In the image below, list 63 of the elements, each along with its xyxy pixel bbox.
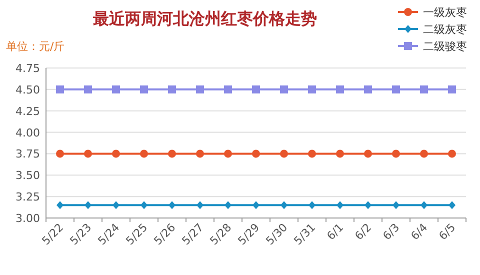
point	[336, 150, 344, 158]
y-tick-label: 3.00	[16, 212, 40, 225]
y-tick-label: 3.50	[16, 169, 40, 182]
point	[168, 201, 176, 210]
y-tick-label: 4.50	[16, 83, 40, 96]
point	[364, 201, 372, 210]
point	[140, 85, 148, 94]
legend-label: 二级灰枣	[423, 23, 467, 36]
point	[252, 150, 260, 158]
point	[308, 150, 316, 158]
x-tick-label: 6/4	[408, 220, 430, 243]
point	[168, 150, 176, 158]
point	[196, 201, 204, 210]
point	[112, 201, 120, 210]
point	[252, 85, 260, 94]
y-tick-label: 4.25	[16, 104, 40, 118]
point	[448, 150, 456, 158]
x-tick-label: 6/5	[436, 220, 458, 243]
point	[224, 85, 232, 94]
x-tick-label: 6/1	[324, 220, 346, 243]
point	[112, 150, 120, 158]
point	[280, 85, 288, 94]
text: 单位：元/斤	[6, 40, 65, 53]
y-tick-label: 4.00	[16, 126, 40, 140]
point	[196, 85, 204, 94]
point	[448, 85, 456, 94]
point	[196, 150, 204, 158]
point	[308, 201, 316, 210]
point	[140, 201, 148, 210]
legend-label: 一级灰枣	[423, 6, 467, 19]
point	[308, 85, 316, 94]
point	[84, 85, 92, 94]
y-tick-label: 4.75	[16, 62, 40, 75]
point	[392, 201, 400, 210]
point	[56, 150, 64, 158]
point	[84, 201, 92, 210]
point	[364, 85, 372, 94]
legend-label: 二级骏枣	[423, 40, 467, 53]
point	[420, 85, 428, 94]
point	[336, 201, 344, 210]
point	[280, 150, 288, 158]
x-tick-label: 6/2	[352, 220, 374, 243]
point	[280, 201, 288, 210]
point	[420, 150, 428, 158]
point	[140, 150, 148, 158]
y-tick-label: 3.75	[16, 148, 40, 161]
x-tick-label: 6/3	[380, 220, 402, 243]
point	[112, 85, 120, 94]
point	[392, 150, 400, 158]
point	[84, 150, 92, 158]
point	[364, 150, 372, 158]
point	[420, 201, 428, 210]
chart-title: 最近两周河北沧州红枣价格走势	[92, 9, 317, 28]
point	[224, 201, 232, 210]
point	[336, 85, 344, 94]
point	[168, 85, 176, 94]
point	[224, 150, 232, 158]
point	[392, 85, 400, 94]
point	[252, 201, 260, 210]
point	[56, 85, 64, 94]
y-tick-label: 3.25	[16, 190, 40, 204]
point	[448, 201, 456, 210]
point	[56, 201, 64, 210]
